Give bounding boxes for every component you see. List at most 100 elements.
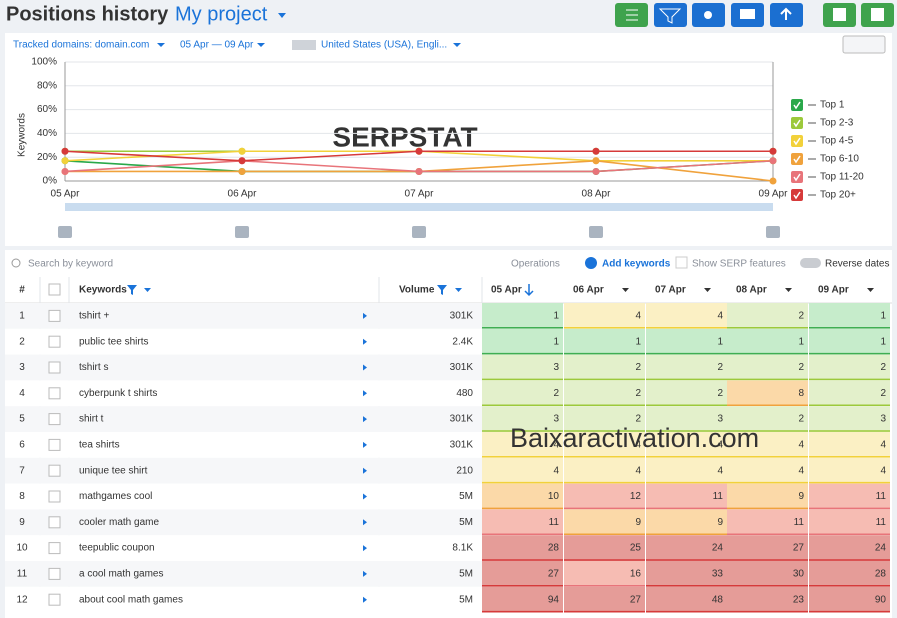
position-value: 4 [717,311,723,322]
row-checkbox[interactable] [48,490,61,503]
row-checkbox[interactable] [48,567,61,580]
row-expand[interactable] [363,312,367,319]
position-cell [809,586,890,613]
keyword[interactable]: a cool math games [79,569,164,580]
annotation-icon[interactable] [235,226,249,238]
row-checkbox[interactable] [48,438,61,451]
annotation-icon[interactable] [412,226,426,238]
row-expand[interactable] [363,338,367,345]
row-expand[interactable] [363,545,367,552]
volume: 5M [459,517,473,528]
row-checkbox[interactable] [48,464,61,477]
column-header[interactable]: 08 Apr [736,285,767,296]
row-checkbox[interactable] [48,335,61,348]
reverse-toggle[interactable] [800,258,821,268]
row-expand[interactable] [363,493,367,500]
row-checkbox[interactable] [48,413,61,426]
annotation-icon[interactable] [589,226,603,238]
sort-caret [867,288,874,292]
project-select[interactable]: My project [175,3,268,25]
keyword[interactable]: tea shirts [79,440,120,451]
position-value: 9 [717,517,723,528]
row-expand[interactable] [363,519,367,526]
position-cell [809,432,890,458]
column-header[interactable]: 07 Apr [655,285,686,296]
operations-menu[interactable]: Operations [511,259,560,270]
position-value: 10 [548,491,560,502]
row-expand[interactable] [363,441,367,448]
row-expand[interactable] [363,364,367,371]
row-checkbox[interactable] [48,516,61,529]
position-value: 4 [717,440,723,451]
keyword[interactable]: cooler math game [79,517,159,528]
keyword[interactable]: tshirt + [79,311,109,322]
header-buttons [615,3,894,27]
position-value: 27 [548,569,560,580]
row-number: 5 [19,414,25,425]
keyword[interactable]: about cool math games [79,594,183,605]
column-header[interactable]: 06 Apr [573,285,604,296]
search-input[interactable]: Search by keyword [28,259,113,270]
chart-type-button[interactable] [842,35,886,54]
x-tick-label: 05 Apr [51,189,81,200]
position-cell [564,483,645,510]
position-value: 2 [553,388,559,399]
legend-checkbox[interactable] [791,189,803,201]
header-checkbox[interactable] [48,283,61,296]
column-header[interactable]: 09 Apr [818,285,849,296]
position-value: 9 [798,491,804,502]
legend-checkbox[interactable] [791,117,803,129]
keyword[interactable]: shirt t [79,414,104,425]
keyword[interactable]: unique tee shirt [79,465,148,476]
keyword[interactable]: public tee shirts [79,336,148,347]
range-slider[interactable] [65,203,773,211]
row-expand[interactable] [363,467,367,474]
add-keywords[interactable]: Add keywords [602,259,671,270]
position-value: 90 [875,594,887,605]
row-checkbox[interactable] [48,387,61,400]
data-point [592,167,600,175]
keyword[interactable]: cyberpunk t shirts [79,388,157,399]
filter-button[interactable] [654,3,687,27]
legend-checkbox[interactable] [791,99,803,111]
location-filter[interactable]: United States (USA), Engli... [321,40,447,51]
annotation-icon[interactable] [58,226,72,238]
row-checkbox[interactable] [48,309,61,322]
keyword[interactable]: tshirt s [79,362,108,373]
row-expand[interactable] [363,390,367,397]
position-value: 24 [712,543,724,554]
column-header[interactable]: Volume [399,285,435,296]
column-header[interactable]: 05 Apr [491,285,522,296]
column-header[interactable]: Keywords [79,285,127,296]
x-tick-label: 06 Apr [228,189,258,200]
position-value: 4 [880,465,886,476]
row-checkbox[interactable] [48,542,61,555]
keyword[interactable]: teepublic coupon [79,543,155,554]
position-cell [727,406,808,432]
position-value: 16 [630,569,642,580]
position-value: 27 [630,594,642,605]
position-value: 4 [880,440,886,451]
position-cell [482,406,563,432]
position-cell [646,354,727,381]
annotation-icon[interactable] [766,226,780,238]
domain-filter[interactable]: Tracked domains: domain.com [13,40,149,51]
row-expand[interactable] [363,596,367,603]
row-checkbox[interactable] [48,361,61,374]
legend-label: Top 20+ [820,190,856,201]
position-cell [564,535,645,561]
legend-checkbox[interactable] [791,171,803,183]
volume: 480 [456,388,473,399]
legend-checkbox[interactable] [791,153,803,165]
legend-check [793,101,801,110]
row-checkbox[interactable] [48,593,61,606]
serp-checkbox[interactable] [675,256,688,269]
legend-checkbox[interactable] [791,135,803,147]
position-cell [564,586,645,613]
keyword[interactable]: mathgames cool [79,491,152,502]
position-value: 4 [635,311,641,322]
row-expand[interactable] [363,416,367,423]
date-filter[interactable]: 05 Apr — 09 Apr [180,40,254,51]
row-expand[interactable] [363,570,367,577]
position-value: 4 [553,465,559,476]
